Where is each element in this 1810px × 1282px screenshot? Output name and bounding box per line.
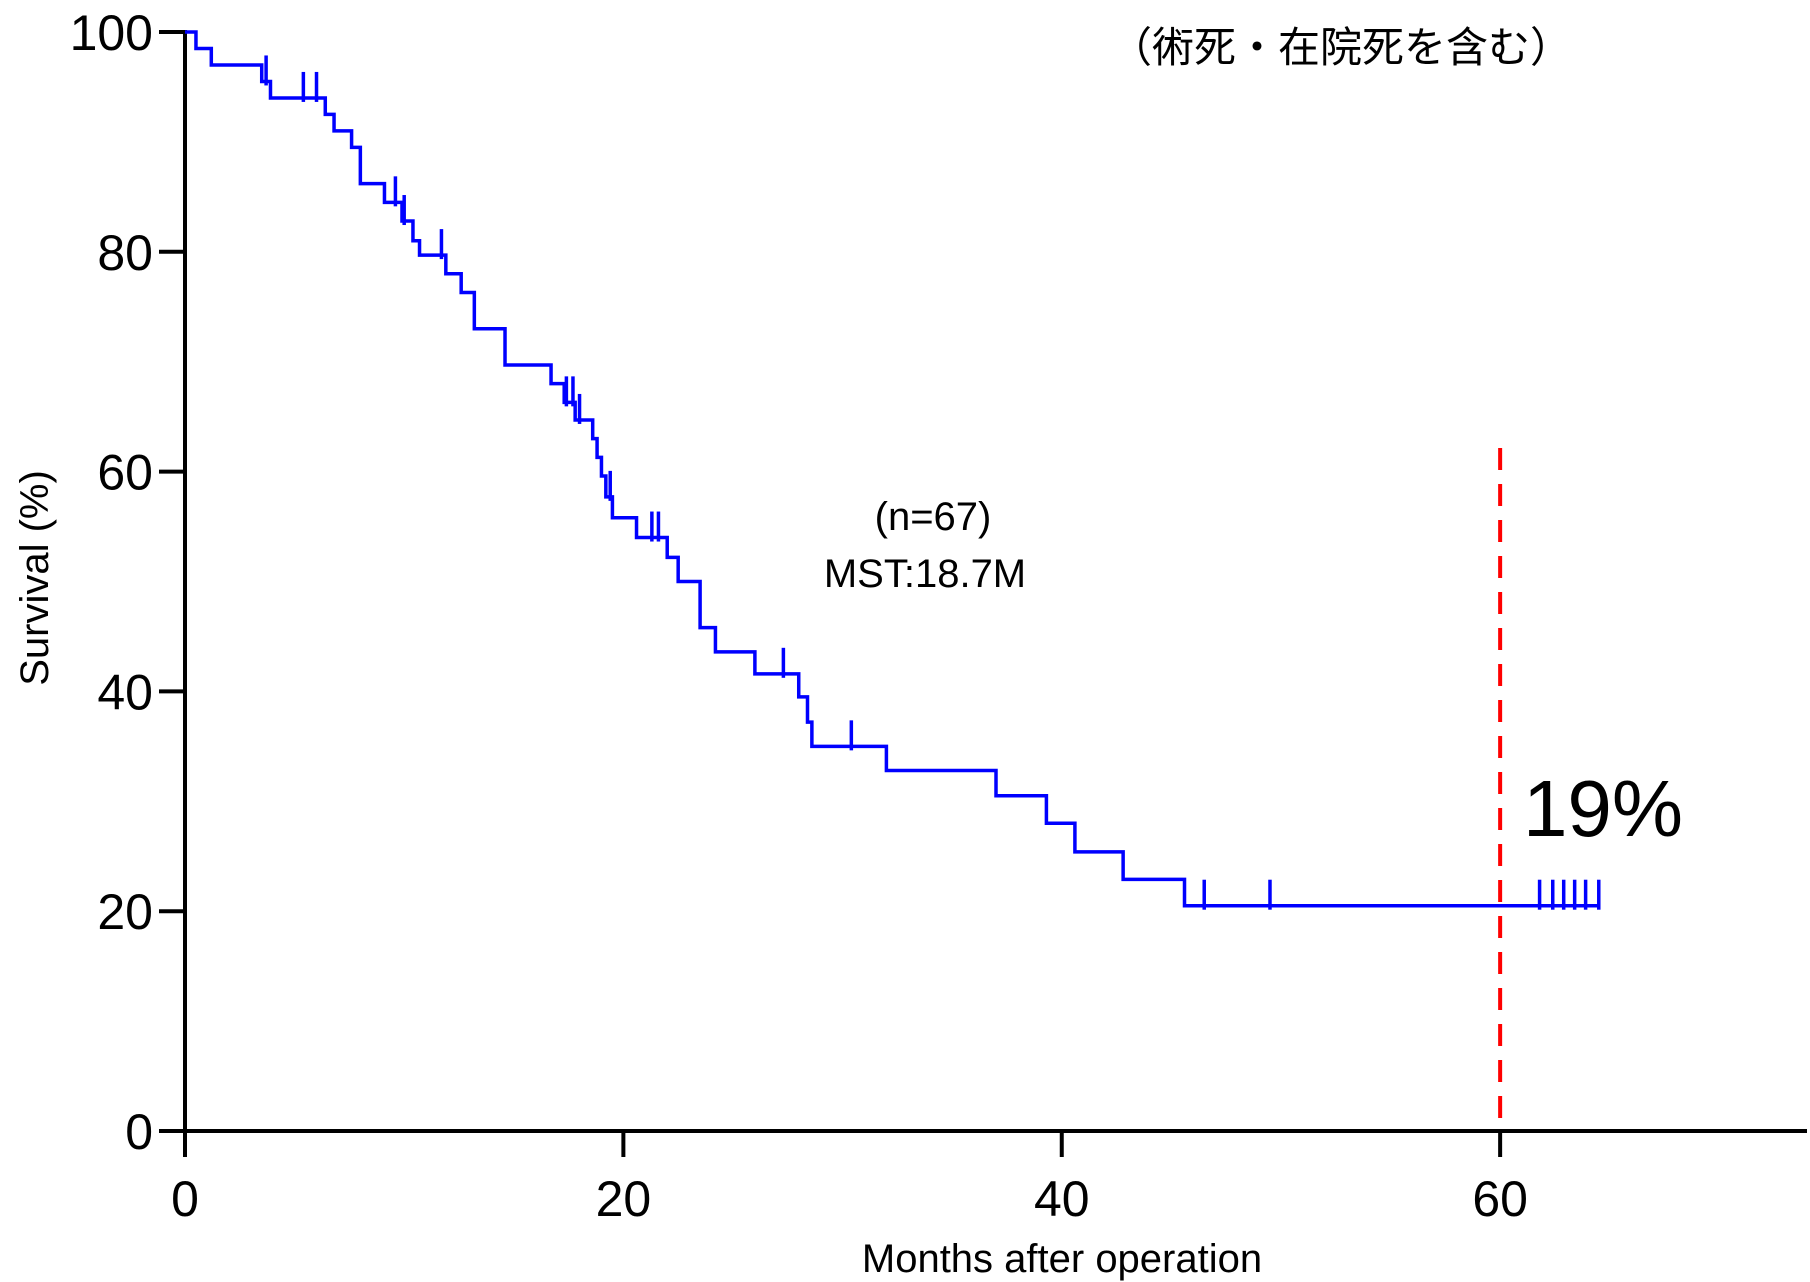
y-axis-title: Survival (%) — [13, 470, 57, 686]
y-tick-label: 0 — [125, 1104, 153, 1160]
x-tick-label: 0 — [171, 1171, 199, 1227]
mst-label: MST:18.7M — [824, 552, 1026, 596]
survival-curve — [185, 30, 1599, 908]
x-tick-label: 40 — [1034, 1171, 1090, 1227]
axis-ticks: 0 20 40 60 80 100 0 20 40 60 — [70, 5, 1528, 1227]
x-axis-title: Months after operation — [862, 1237, 1262, 1281]
x-tick-label: 60 — [1472, 1171, 1528, 1227]
y-tick-label: 40 — [97, 664, 153, 720]
axes — [183, 30, 1807, 1133]
y-tick-label: 20 — [97, 884, 153, 940]
y-tick-label: 100 — [70, 5, 153, 61]
y-tick-label: 80 — [97, 225, 153, 281]
x-tick-label: 20 — [596, 1171, 652, 1227]
y-tick-label: 60 — [97, 445, 153, 501]
five-year-rate-label: 19% — [1523, 764, 1683, 853]
censor-marks — [264, 55, 1601, 910]
sample-size-label: (n=67) — [875, 495, 992, 539]
inclusion-note: （術死・在院死を含む） — [1110, 23, 1572, 72]
